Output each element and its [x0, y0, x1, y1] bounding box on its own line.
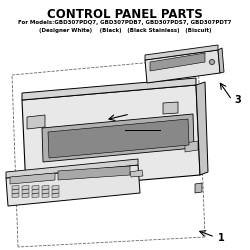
Polygon shape — [6, 159, 138, 178]
Polygon shape — [58, 166, 130, 180]
Polygon shape — [130, 170, 143, 177]
Polygon shape — [32, 194, 39, 198]
Text: (Designer White)    (Black)   (Black Stainless)   (Biscuit): (Designer White) (Black) (Black Stainles… — [39, 28, 211, 33]
Polygon shape — [22, 85, 200, 190]
Polygon shape — [195, 183, 202, 193]
Polygon shape — [52, 190, 59, 194]
Polygon shape — [52, 194, 59, 198]
Circle shape — [210, 60, 214, 64]
Polygon shape — [42, 194, 49, 198]
Polygon shape — [218, 48, 224, 73]
Polygon shape — [163, 102, 178, 114]
Polygon shape — [145, 50, 220, 83]
Text: 2: 2 — [162, 125, 169, 135]
Polygon shape — [12, 190, 19, 194]
Polygon shape — [32, 190, 39, 194]
Polygon shape — [12, 186, 19, 190]
Polygon shape — [12, 194, 19, 198]
Polygon shape — [6, 165, 140, 206]
Polygon shape — [22, 78, 196, 100]
Polygon shape — [22, 186, 29, 190]
Polygon shape — [48, 119, 189, 158]
Polygon shape — [42, 186, 49, 190]
Polygon shape — [29, 183, 36, 193]
Polygon shape — [22, 190, 29, 194]
Polygon shape — [42, 190, 49, 194]
Text: 3: 3 — [234, 95, 241, 105]
Polygon shape — [42, 114, 194, 162]
Polygon shape — [52, 186, 59, 190]
Text: CONTROL PANEL PARTS: CONTROL PANEL PARTS — [47, 8, 203, 21]
Polygon shape — [32, 186, 39, 190]
Polygon shape — [196, 82, 208, 175]
Polygon shape — [27, 115, 45, 129]
Polygon shape — [145, 45, 218, 60]
Text: For Models:GBD307PDQ7, GBD307PDB7, GBD307PDS7, GBD307PDT7: For Models:GBD307PDQ7, GBD307PDB7, GBD30… — [18, 20, 232, 25]
Polygon shape — [22, 194, 29, 198]
Text: 1: 1 — [218, 233, 225, 243]
Polygon shape — [10, 173, 55, 184]
Polygon shape — [185, 141, 198, 152]
Polygon shape — [150, 53, 205, 71]
